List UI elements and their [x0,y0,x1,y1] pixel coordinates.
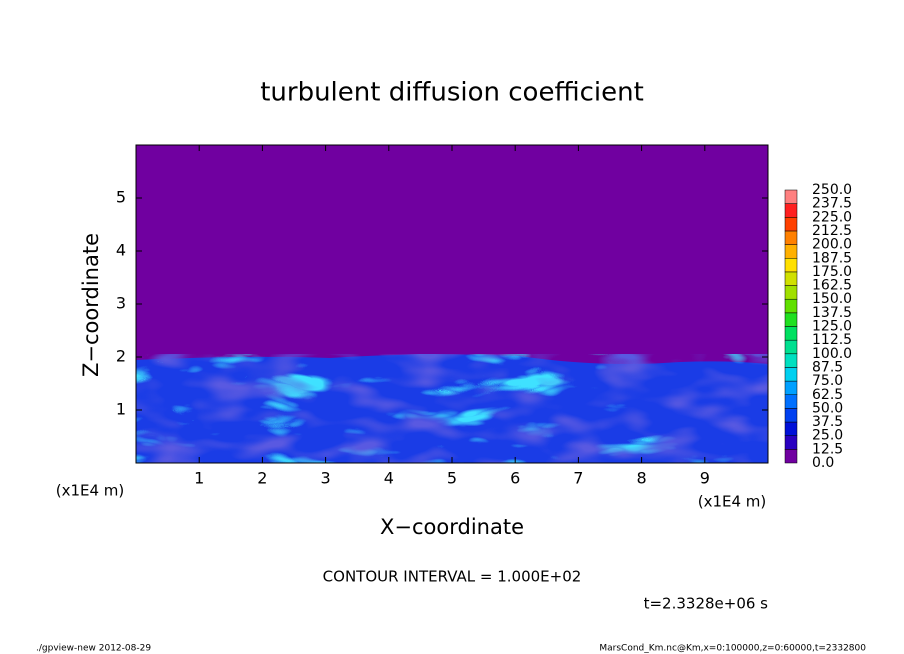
x-axis-label: X−coordinate [380,515,524,539]
x-tick-label: 4 [384,469,394,488]
colorbar-label: 150.0 [812,291,852,307]
colorbar-label: 75.0 [812,373,843,389]
colorbar-box [784,312,798,327]
time-label: t=2.3328e+06 s [644,595,769,613]
x-tick-label: 9 [700,469,710,488]
y-tick-label: 4 [116,241,126,260]
colorbar-label: 62.5 [812,387,843,403]
colorbar-box [784,298,798,314]
colorbar-label: 162.5 [812,278,852,294]
colorbar-box [784,203,798,218]
x-tick-label: 2 [257,469,267,488]
y-axis-label: Z−coordinate [79,233,103,377]
colorbar-box [784,435,798,450]
colorbar-box [784,258,798,273]
colorbar-box [784,217,798,232]
y-unit: (x1E4 m) [56,482,125,500]
colorbar-label: 125.0 [812,319,852,335]
colorbar-label: 25.0 [812,428,843,444]
x-tick-label: 7 [573,469,583,488]
colorbar-box [784,189,798,204]
footer-left: ./gpview-new 2012-08-29 [36,644,151,654]
colorbar-label: 100.0 [812,346,852,362]
colorbar-box [784,367,798,382]
colorbar-label: 137.5 [812,305,852,321]
y-tick-label: 5 [116,188,126,207]
colorbar-box [784,421,798,436]
colorbar-box [784,244,798,259]
colorbar-box [784,230,798,245]
colorbar-box [784,449,798,464]
colorbar-box [784,326,798,341]
colorbar-label: 250.0 [812,182,852,198]
colorbar-label: 12.5 [812,441,843,457]
x-tick-label: 1 [194,469,204,488]
colorbar-label: 187.5 [812,250,852,266]
x-tick-label: 5 [447,469,457,488]
x-tick-label: 3 [321,469,331,488]
colorbar-label: 37.5 [812,414,843,430]
colorbar-box [784,380,798,396]
colorbar-box [784,408,798,423]
colorbar-label: 200.0 [812,237,852,253]
colorbar-label: 87.5 [812,359,843,375]
contour-interval: CONTOUR INTERVAL = 1.000E+02 [323,568,582,586]
colorbar-label: 112.5 [812,332,852,348]
colorbar-label: 175.0 [812,264,852,280]
turbulent-shadows [136,354,768,463]
chart-title: turbulent diffusion coefficient [260,78,644,108]
y-tick-label: 2 [116,347,126,366]
plot-area [136,145,768,463]
colorbar-box [784,339,798,355]
colorbar-label: 50.0 [812,400,843,416]
x-tick-label: 8 [637,469,647,488]
footer-right: MarsCond_Km.nc@Km,x=0:100000,z=0:60000,t… [599,644,866,654]
colorbar-box [784,285,798,300]
y-tick-label: 1 [116,400,126,419]
x-unit: (x1E4 m) [698,493,767,511]
colorbar-label: 0.0 [812,455,834,471]
colorbar-box [784,394,798,409]
colorbar-box [784,271,798,286]
colorbar-box [784,353,798,368]
colorbar-label: 212.5 [812,223,852,239]
x-tick-label: 6 [510,469,520,488]
colorbar-label: 237.5 [812,196,852,212]
colorbar-label: 225.0 [812,209,852,225]
y-tick-label: 3 [116,294,126,313]
